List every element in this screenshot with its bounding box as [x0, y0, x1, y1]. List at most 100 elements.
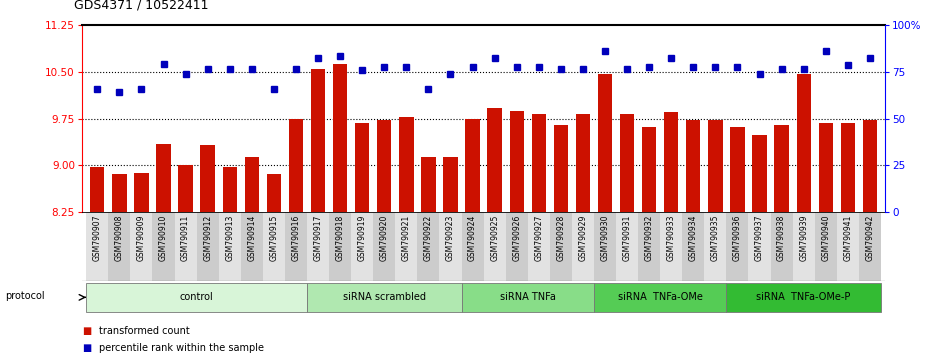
Bar — [598, 74, 612, 212]
Bar — [222, 167, 237, 212]
Text: GSM790928: GSM790928 — [556, 215, 565, 261]
Bar — [440, 212, 461, 281]
Bar — [108, 212, 130, 281]
Bar — [775, 125, 789, 212]
Text: GSM790929: GSM790929 — [578, 215, 588, 261]
Text: GSM790936: GSM790936 — [733, 215, 742, 261]
Text: siRNA TNFa: siRNA TNFa — [499, 292, 556, 302]
Text: GSM790927: GSM790927 — [535, 215, 543, 261]
Bar — [153, 212, 175, 281]
Bar — [307, 212, 329, 281]
Bar — [815, 212, 837, 281]
Text: GSM790938: GSM790938 — [777, 215, 786, 261]
Bar — [550, 212, 572, 281]
Text: GSM790923: GSM790923 — [446, 215, 455, 261]
Bar — [532, 114, 546, 212]
Bar — [90, 167, 104, 212]
Bar — [395, 212, 418, 281]
Bar — [726, 212, 749, 281]
Text: GSM790915: GSM790915 — [270, 215, 278, 261]
Bar — [863, 120, 877, 212]
Text: percentile rank within the sample: percentile rank within the sample — [99, 343, 263, 353]
Bar — [841, 123, 855, 212]
Bar — [373, 212, 395, 281]
Text: GSM790918: GSM790918 — [336, 215, 345, 261]
Bar — [179, 165, 193, 212]
Text: GSM790934: GSM790934 — [689, 215, 698, 261]
Bar — [130, 212, 153, 281]
Bar — [333, 64, 347, 212]
Bar — [355, 123, 369, 212]
Bar — [749, 212, 771, 281]
Bar — [818, 123, 833, 212]
Text: GSM790911: GSM790911 — [181, 215, 190, 261]
Bar — [399, 117, 414, 212]
Text: transformed count: transformed count — [99, 326, 190, 336]
Text: GSM790921: GSM790921 — [402, 215, 411, 261]
Text: GSM790919: GSM790919 — [358, 215, 366, 261]
Text: GSM790910: GSM790910 — [159, 215, 168, 261]
Bar — [594, 283, 726, 312]
Text: protocol: protocol — [5, 291, 45, 301]
Bar — [219, 212, 241, 281]
Bar — [461, 212, 484, 281]
Bar — [638, 212, 660, 281]
Bar — [329, 212, 352, 281]
Text: siRNA  TNFa-OMe: siRNA TNFa-OMe — [618, 292, 703, 302]
Bar — [620, 114, 634, 212]
Bar — [175, 212, 196, 281]
Text: GSM790941: GSM790941 — [844, 215, 852, 261]
Text: GSM790920: GSM790920 — [379, 215, 389, 261]
Bar — [263, 212, 285, 281]
Bar — [704, 212, 726, 281]
Bar — [642, 127, 657, 212]
Bar — [726, 283, 881, 312]
Bar — [576, 114, 591, 212]
Bar — [594, 212, 616, 281]
Bar — [837, 212, 859, 281]
Bar — [752, 136, 766, 212]
Bar — [484, 212, 506, 281]
Bar — [307, 283, 461, 312]
Text: GSM790926: GSM790926 — [512, 215, 521, 261]
Bar — [352, 212, 373, 281]
Bar — [418, 212, 440, 281]
Bar — [616, 212, 638, 281]
Text: GSM790907: GSM790907 — [93, 215, 101, 261]
Bar — [245, 158, 259, 212]
Text: GSM790908: GSM790908 — [115, 215, 124, 261]
Bar — [377, 120, 392, 212]
Bar — [792, 212, 815, 281]
Bar — [487, 108, 502, 212]
Text: GSM790935: GSM790935 — [711, 215, 720, 261]
Bar — [241, 212, 263, 281]
Bar — [421, 158, 435, 212]
Text: GSM790917: GSM790917 — [313, 215, 323, 261]
Text: GSM790912: GSM790912 — [203, 215, 212, 261]
Bar — [156, 144, 171, 212]
Bar — [664, 112, 678, 212]
Bar — [465, 119, 480, 212]
Bar — [289, 119, 303, 212]
Bar — [134, 173, 149, 212]
Text: siRNA  TNFa-OMe-P: siRNA TNFa-OMe-P — [756, 292, 851, 302]
Text: GSM790932: GSM790932 — [644, 215, 654, 261]
Text: GSM790925: GSM790925 — [490, 215, 499, 261]
Text: ■: ■ — [82, 326, 91, 336]
Bar — [267, 173, 281, 212]
Text: GSM790939: GSM790939 — [799, 215, 808, 261]
Bar — [285, 212, 307, 281]
Text: GSM790931: GSM790931 — [622, 215, 631, 261]
Bar — [113, 173, 126, 212]
Text: GSM790913: GSM790913 — [225, 215, 234, 261]
Bar — [461, 283, 594, 312]
Text: GSM790942: GSM790942 — [866, 215, 874, 261]
Text: ■: ■ — [82, 343, 91, 353]
Text: GSM790924: GSM790924 — [468, 215, 477, 261]
Bar — [311, 69, 325, 212]
Bar — [859, 212, 881, 281]
Bar — [686, 120, 700, 212]
Text: GDS4371 / 10522411: GDS4371 / 10522411 — [73, 0, 208, 12]
Text: siRNA scrambled: siRNA scrambled — [343, 292, 426, 302]
Bar — [86, 212, 108, 281]
